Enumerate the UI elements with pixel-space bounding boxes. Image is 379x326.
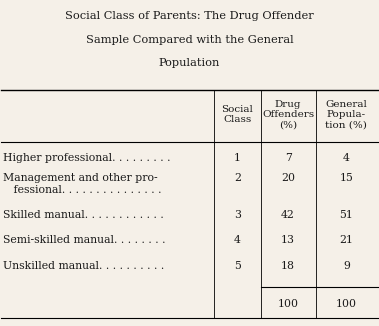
Text: fessional. . . . . . . . . . . . . . .: fessional. . . . . . . . . . . . . . . bbox=[3, 185, 162, 196]
Text: Social Class of Parents: The Drug Offender: Social Class of Parents: The Drug Offend… bbox=[65, 11, 314, 21]
Text: Social
Class: Social Class bbox=[221, 105, 253, 124]
Text: 42: 42 bbox=[281, 210, 295, 220]
Text: Drug
Offenders
(%): Drug Offenders (%) bbox=[262, 100, 314, 129]
Text: 4: 4 bbox=[234, 235, 241, 245]
Text: 21: 21 bbox=[339, 235, 353, 245]
Text: Sample Compared with the General: Sample Compared with the General bbox=[86, 35, 293, 45]
Text: 100: 100 bbox=[277, 299, 299, 309]
Text: 20: 20 bbox=[281, 172, 295, 183]
Text: 18: 18 bbox=[281, 261, 295, 271]
Text: Skilled manual. . . . . . . . . . . .: Skilled manual. . . . . . . . . . . . bbox=[3, 210, 164, 220]
Text: 5: 5 bbox=[234, 261, 241, 271]
Text: 1: 1 bbox=[234, 153, 241, 163]
Text: 51: 51 bbox=[340, 210, 353, 220]
Text: 100: 100 bbox=[336, 299, 357, 309]
Text: 13: 13 bbox=[281, 235, 295, 245]
Text: 3: 3 bbox=[234, 210, 241, 220]
Text: Management and other pro-: Management and other pro- bbox=[3, 172, 158, 183]
Text: 2: 2 bbox=[234, 172, 241, 183]
Text: General
Popula-
tion (%): General Popula- tion (%) bbox=[326, 100, 367, 129]
Text: Population: Population bbox=[159, 58, 220, 68]
Text: Semi-skilled manual. . . . . . . .: Semi-skilled manual. . . . . . . . bbox=[3, 235, 166, 245]
Text: 4: 4 bbox=[343, 153, 350, 163]
Text: Higher professional. . . . . . . . .: Higher professional. . . . . . . . . bbox=[3, 153, 171, 163]
Text: 9: 9 bbox=[343, 261, 350, 271]
Text: 15: 15 bbox=[340, 172, 353, 183]
Text: Unskilled manual. . . . . . . . . .: Unskilled manual. . . . . . . . . . bbox=[3, 261, 164, 271]
Text: 7: 7 bbox=[285, 153, 291, 163]
